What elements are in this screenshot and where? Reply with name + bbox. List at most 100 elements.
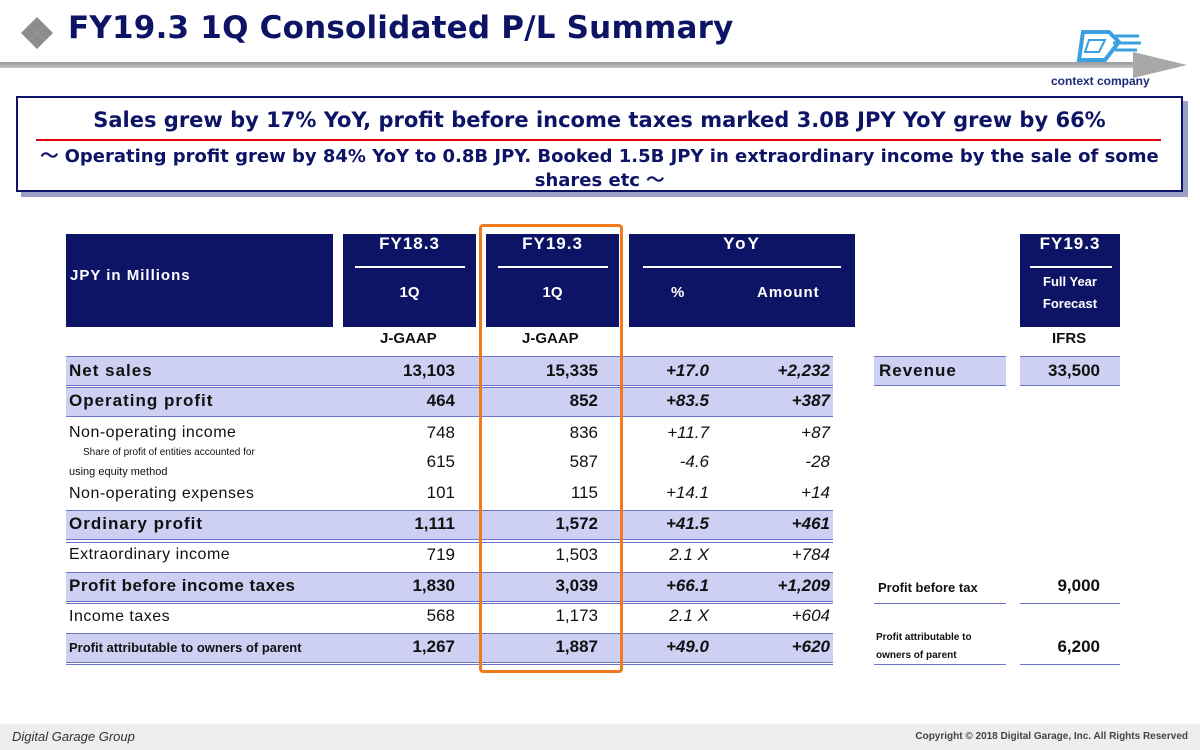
yoy-amount-label: Amount [757,284,820,301]
yoy-label: YoY [723,234,761,253]
cell-amount-parent: +620 [791,637,830,656]
cell-fy19-pbt: 3,039 [555,576,598,595]
cell-fy18-operating-profit: 464 [426,391,455,410]
cell-fy19-extraordinary-income: 1,503 [555,545,598,564]
row-label-non-operating-expenses: Non-operating expenses [69,485,255,502]
logo-caption: context company [1051,74,1150,88]
forecast-pbt-value: 9,000 [1057,576,1100,595]
cell-amount-pbt: +1,209 [777,576,830,595]
forecast-revenue-value: 33,500 [1048,361,1100,380]
cell-amount-non-operating-income: +87 [801,423,830,442]
cell-fy18-parent: 1,267 [412,637,455,656]
row-label-extraordinary-income: Extraordinary income [69,546,231,563]
cell-pct-income-taxes: 2.1 X [669,606,709,625]
arrow-icon [1133,52,1187,78]
forecast-revenue-label: Revenue [879,361,957,380]
cell-fy19-non-operating-expenses: 115 [570,483,598,502]
cell-fy19-ordinary-profit: 1,572 [555,514,598,533]
forecast-header-divider [1030,266,1112,268]
forecast-pbt-label: Profit before tax [878,580,978,595]
forecast-parent-label-line1: Profit attributable to [876,632,972,643]
fy18-quarter: 1Q [399,284,420,301]
yoy-header-divider [643,266,841,268]
forecast-parent-value: 6,200 [1057,637,1100,656]
headline-underline [36,139,1161,141]
row-band-pbt [66,572,833,602]
cell-pct-operating-profit: +83.5 [665,391,709,410]
forecast-divider [1020,603,1120,604]
row-divider [66,542,833,543]
footer-group-name: Digital Garage Group [12,729,135,744]
cell-fy18-net-sales: 13,103 [403,361,455,380]
cell-fy18-income-taxes: 568 [426,606,455,625]
cell-amount-ordinary-profit: +461 [791,514,830,533]
row-label-equity-method-line2: using equity method [69,466,168,478]
unit-label: JPY in Millions [70,267,191,284]
cell-amount-net-sales: +2,232 [777,361,830,380]
title-divider [0,62,1135,68]
cell-pct-parent: +49.0 [665,637,709,656]
fy19-quarter: 1Q [542,284,563,301]
cell-amount-income-taxes: +604 [791,606,830,625]
cell-amount-operating-profit: +387 [791,391,830,410]
row-band-parent [66,633,833,663]
slide-header: FY19.3 1Q Consolidated P/L Summary conte… [0,0,1200,90]
cell-amount-equity-method: -28 [805,452,830,471]
summary-detail: ～ Operating profit grew by 84% YoY to 0.… [40,146,1159,191]
forecast-divider [874,603,1006,604]
row-band-operating-profit [66,387,833,417]
cell-fy18-non-operating-income: 748 [426,423,455,442]
diamond-bullet-icon [21,17,53,49]
fy18-period: FY18.3 [379,234,440,253]
forecast-line1: Full Year [1043,274,1097,289]
row-band-ordinary-profit [66,510,833,540]
cell-fy18-extraordinary-income: 719 [426,545,455,564]
summary-headline: Sales grew by 17% YoY, profit before inc… [93,108,1106,132]
row-label-equity-method-line1: Share of profit of entities accounted fo… [83,447,255,458]
row-divider [66,603,833,604]
cell-pct-equity-method: -4.6 [679,452,709,471]
fy19-period: FY19.3 [522,234,583,253]
cell-pct-non-operating-income: +11.7 [667,423,709,442]
cell-fy19-income-taxes: 1,173 [555,606,598,625]
unit-header-cell: JPY in Millions [66,234,333,327]
cell-fy18-equity-method: 615 [426,452,455,471]
cell-fy19-net-sales: 15,335 [546,361,598,380]
cell-pct-net-sales: +17.0 [665,361,709,380]
forecast-divider [1020,664,1120,665]
fy19-standard: J-GAAP [522,330,579,347]
forecast-standard: IFRS [1052,330,1087,347]
forecast-line2: Forecast [1042,296,1098,311]
row-label-net-sales: Net sales [69,361,153,380]
row-label-pbt: Profit before income taxes [69,576,296,595]
footer-copyright: Copyright © 2018 Digital Garage, Inc. Al… [915,731,1188,742]
fy19-highlight-frame [479,224,623,673]
row-label-parent: Profit attributable to owners of parent [69,640,302,655]
row-label-ordinary-profit: Ordinary profit [69,514,204,533]
forecast-band-revenue-value [1020,356,1120,386]
row-band-net-sales [66,356,833,386]
cell-fy18-pbt: 1,830 [412,576,455,595]
summary-box: Sales grew by 17% YoY, profit before inc… [16,96,1183,192]
row-label-operating-profit: Operating profit [69,391,214,410]
forecast-divider [874,664,1006,665]
cell-fy18-ordinary-profit: 1,111 [414,514,455,533]
dg-logo-icon [1076,30,1141,62]
cell-amount-extraordinary-income: +784 [791,545,830,564]
yoy-pct-label: % [671,284,685,301]
cell-fy18-non-operating-expenses: 101 [426,483,455,502]
yoy-header-cell: YoY % Amount [629,234,855,327]
forecast-header-cell: FY19.3 Full Year Forecast [1020,234,1120,327]
cell-fy19-operating-profit: 852 [569,391,598,410]
row-label-income-taxes: Income taxes [69,608,171,625]
cell-fy19-non-operating-income: 836 [569,423,598,442]
cell-pct-ordinary-profit: +41.5 [665,514,709,533]
fy18-header-divider [355,266,465,268]
footer: Digital Garage Group Copyright © 2018 Di… [0,724,1200,750]
forecast-band-revenue-label [874,356,1006,386]
forecast-period: FY19.3 [1039,234,1101,253]
fy19-header-divider [498,266,608,268]
cell-pct-pbt: +66.1 [665,576,709,595]
cell-pct-non-operating-expenses: +14.1 [665,483,709,502]
page-title: FY19.3 1Q Consolidated P/L Summary [68,10,734,46]
